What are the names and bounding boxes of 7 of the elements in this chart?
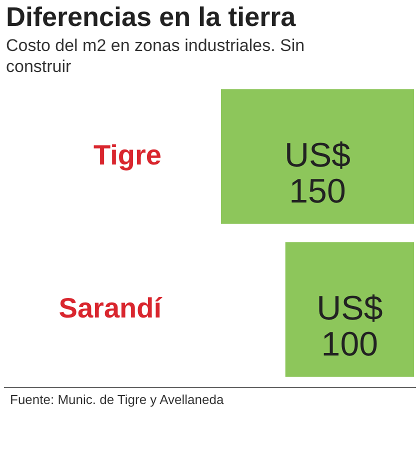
y-tick-label: Tigre — [94, 139, 162, 170]
chart-title: Diferencias en la tierra — [5, 1, 297, 33]
data-label: US$ 150 — [284, 136, 351, 210]
source-note: Fuente: Munic. de Tigre y Avellaneda — [4, 387, 416, 411]
chart-subtitle: Costo del m2 en zonas industriales. Sin construir — [5, 35, 306, 78]
data-label: US$ 100 — [316, 290, 383, 364]
y-tick-label: Sarandí — [58, 292, 163, 324]
